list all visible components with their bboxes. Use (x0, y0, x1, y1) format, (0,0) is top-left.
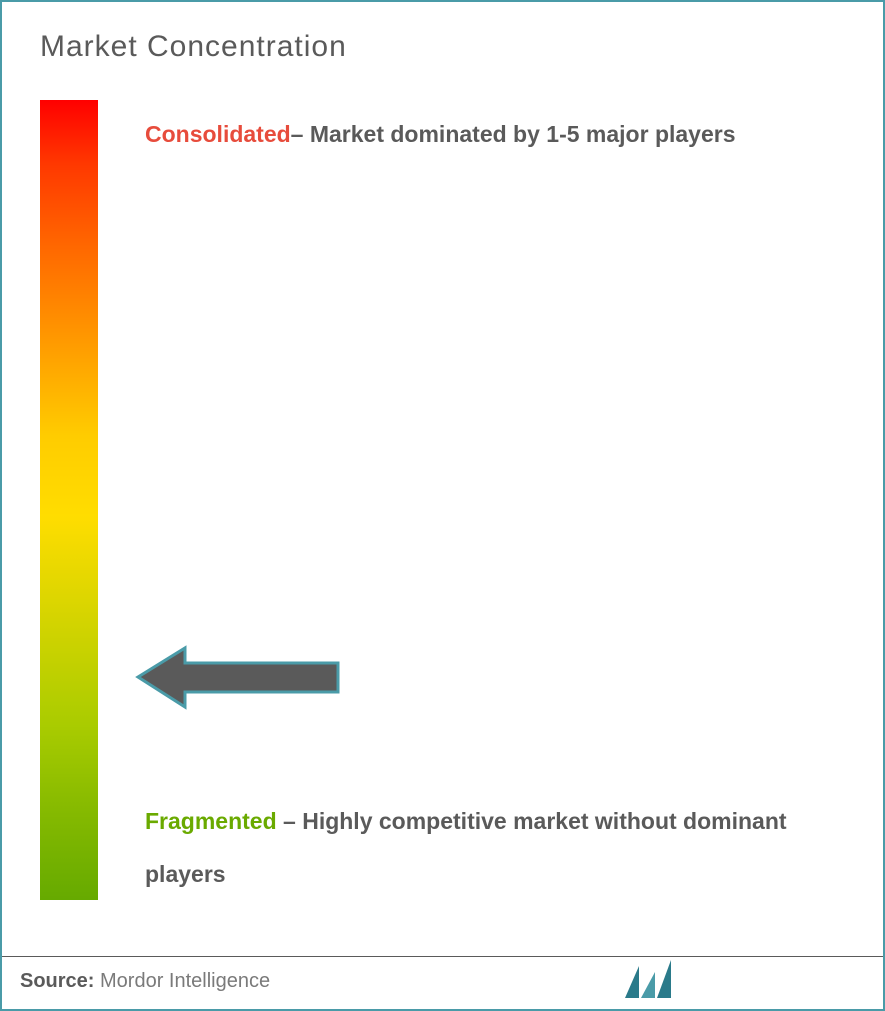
mordor-logo-icon (625, 953, 685, 1003)
arrow-shape (138, 648, 338, 707)
footer-source: Source: Mordor Intelligence (20, 970, 270, 993)
concentration-gradient-bar (40, 100, 98, 900)
consolidated-highlight: Consolidated (145, 121, 291, 147)
chart-title: Market Concentration (40, 30, 347, 64)
source-label: Source: (20, 970, 94, 992)
footer-divider (2, 956, 883, 957)
source-value: Mordor Intelligence (94, 970, 270, 992)
consolidated-label: Consolidated– Market dominated by 1-5 ma… (145, 108, 845, 161)
fragmented-label: Fragmented – Highly competitive market w… (145, 795, 845, 901)
indicator-arrow (130, 640, 350, 720)
consolidated-text: – Market dominated by 1-5 major players (291, 121, 736, 147)
fragmented-highlight: Fragmented (145, 808, 277, 834)
